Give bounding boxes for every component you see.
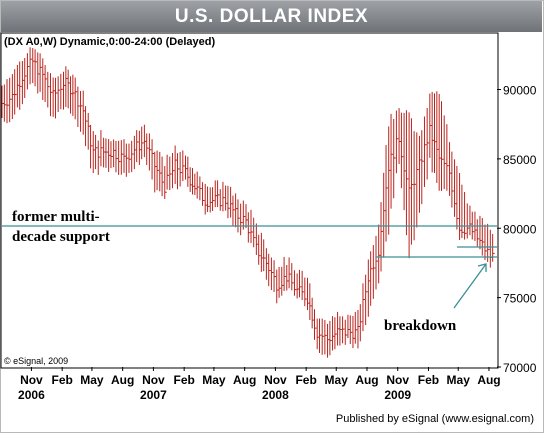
breakdown-arrow [453, 263, 487, 309]
chart-title: U.S. DOLLAR INDEX [174, 5, 369, 27]
x-tick-label: Nov [20, 373, 43, 387]
x-tick-label: Feb [418, 373, 439, 387]
price-bars [1, 47, 495, 358]
x-tick-label: Nov [264, 373, 287, 387]
x-tick-label: Feb [51, 373, 72, 387]
y-axis: 70000 75000 80000 85000 90000 [497, 84, 537, 375]
x-tick-label: May [325, 373, 349, 387]
y-tick-label: 90000 [503, 84, 537, 98]
x-tick-label: May [447, 373, 471, 387]
x-tick-label: Aug [355, 373, 378, 387]
x-tick-label: Feb [295, 373, 316, 387]
y-tick-label: 75000 [503, 292, 537, 306]
x-tick-label: Aug [111, 373, 134, 387]
x-tick-label: May [202, 373, 226, 387]
x-tick-label: Nov [142, 373, 165, 387]
y-tick-label: 70000 [503, 361, 537, 375]
y-tick-label: 85000 [503, 153, 537, 167]
footer-credit: Published by eSignal (www.esignal.com) [335, 413, 534, 425]
x-tick-label: May [80, 373, 104, 387]
x-tick-label: Aug [477, 373, 500, 387]
x-year-label: 2009 [384, 388, 411, 402]
x-tick-label: Feb [173, 373, 194, 387]
x-year-label: 2008 [262, 388, 289, 402]
x-year-label: 2006 [18, 388, 45, 402]
copyright: © eSignal, 2009 [4, 356, 68, 366]
breakdown-annotation: breakdown [384, 318, 457, 334]
x-year-label: 2007 [140, 388, 167, 402]
y-tick-label: 80000 [503, 222, 537, 236]
plot-area [0, 32, 499, 369]
x-tick-label: Nov [386, 373, 409, 387]
support-annotation-line2: decade support [12, 229, 110, 245]
support-annotation-line1: former multi- [12, 209, 100, 225]
title-band: U.S. DOLLAR INDEX [1, 1, 542, 32]
x-tick-label: Aug [233, 373, 256, 387]
chart-header: (DX A0,W) Dynamic,0:00-24:00 (Delayed) [4, 36, 215, 48]
